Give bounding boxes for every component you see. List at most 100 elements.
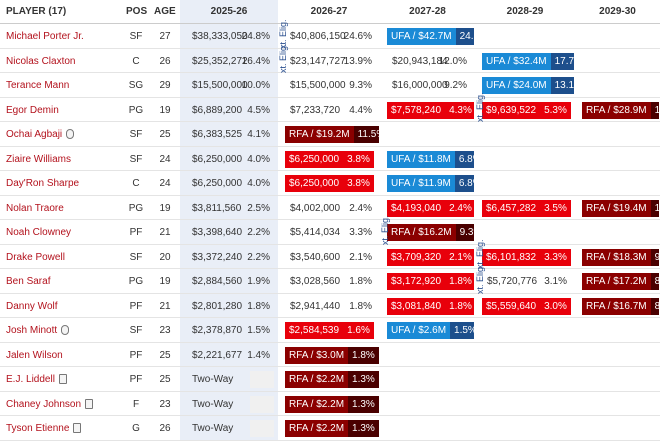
position: SF (129, 251, 143, 263)
salary: $16,000,000 (392, 80, 448, 91)
contract-cell: $3,172,920 1.8% (387, 273, 474, 291)
salary: $7,233,720 (290, 104, 341, 116)
tag-text: UFA / $11.9M (391, 178, 451, 189)
cap-pct: 16.4% (241, 55, 270, 67)
contract-cell: RFA / $2.2M 1.3% (285, 395, 379, 414)
ext-elig: xt. Elig. (380, 214, 390, 245)
age: 29 (159, 80, 171, 91)
salary: $3,540,600 (290, 251, 341, 263)
header-season: 2027-28 (409, 6, 446, 17)
tag-pct: 17.7% (550, 52, 574, 70)
cap-pct: 1.4% (247, 349, 270, 361)
tag-pct: 1.3% (348, 371, 379, 388)
player-name: Jalen Wilson (6, 349, 63, 361)
header-season: 2025-26 (210, 6, 248, 17)
cap-pct: 13.9% (343, 55, 372, 67)
contract-cell: RFA / $3.0M 1.8% (285, 346, 379, 365)
cap-pct: 3.1% (544, 276, 567, 287)
salary: $6,383,525 (192, 129, 243, 140)
contract-tag: $3,709,320 2.1% (387, 248, 474, 266)
tag-text: RFA / $19.2M (289, 129, 350, 140)
player-name: Noah Clowney (6, 227, 72, 238)
salary: $2,884,560 (192, 276, 243, 287)
contract-tag: RFA / $18.3M9.5% (582, 248, 659, 266)
contract-cell: $2,584,539 1.6% (285, 322, 379, 340)
tag-text: $6,250,000 (289, 153, 340, 165)
row-line (0, 439, 660, 441)
tag-text: RFA / $19.4M (586, 202, 647, 214)
salary: $40,806,150 (290, 31, 346, 42)
tag-pct: 6.8% (454, 150, 474, 168)
salary: $3,398,640 (192, 227, 243, 238)
contract-cell: UFA / $2.6M1.5% (387, 322, 474, 340)
header-season: 2026-27 (310, 6, 348, 17)
player-icon (58, 374, 67, 384)
contract-cell: $3,709,320 2.1% (387, 248, 474, 267)
tag-pct: 8.9% (650, 273, 659, 290)
position: SF (129, 153, 143, 165)
tag-pct: 11.5% (353, 126, 379, 143)
season-highlight (180, 0, 278, 441)
tag-text: RFA / $18.3M (586, 251, 647, 263)
header-player: PLAYER (17) (6, 6, 67, 17)
contract-tag: $3,172,920 1.8% (387, 273, 474, 290)
player-icon (66, 129, 75, 139)
cap-pct: 4.1% (247, 129, 270, 140)
header-rule (0, 23, 660, 24)
position: PF (129, 374, 143, 385)
two-way-box (250, 420, 274, 437)
position: PG (128, 202, 144, 214)
player-name: Ben Saraf (6, 276, 51, 287)
tag-pct: 13.1% (550, 77, 574, 94)
row-line (0, 317, 660, 318)
contract-cell: $3,081,840 1.8% (387, 297, 474, 316)
tag-pct: 3.3% (540, 248, 571, 266)
player-name: Egor Demin (6, 104, 59, 116)
player-name: Nolan Traore (6, 202, 64, 214)
age: 19 (159, 104, 171, 116)
row-line (0, 170, 660, 171)
salary: $3,028,560 (290, 276, 341, 287)
age: 25 (159, 374, 171, 385)
two-way-box (250, 395, 274, 413)
ext-elig: xt. Elig. (475, 92, 485, 122)
contract-tag: $7,578,240 4.3% (387, 101, 474, 119)
age: 26 (159, 55, 171, 67)
contract-tag: $2,584,539 1.6% (285, 322, 374, 339)
tag-pct: 1.8% (348, 346, 379, 364)
position: SF (129, 325, 143, 336)
cap-pct: 4.5% (247, 104, 270, 116)
position: PF (129, 227, 143, 238)
player-name: E.J. Liddell (6, 374, 55, 385)
cap-pct: 9.2% (444, 80, 467, 91)
tag-pct: 4.3% (445, 101, 474, 119)
position: SF (129, 31, 143, 42)
player-name: Day'Ron Sharpe (6, 178, 80, 189)
age: 20 (159, 251, 171, 263)
tag-text: $2,584,539 (289, 325, 340, 336)
position: F (132, 398, 140, 410)
salary: $5,414,034 (290, 227, 341, 238)
row-line (0, 341, 660, 343)
salary: $5,720,776 (487, 276, 538, 287)
age: 26 (159, 423, 171, 434)
contract-tag: $6,250,000 3.8% (285, 175, 374, 192)
row-line (0, 145, 660, 147)
cap-pct: 1.8% (247, 300, 270, 312)
player-name: Chaney Johnson (6, 398, 82, 410)
header-pos: POS (126, 6, 148, 17)
contract-tag: $6,457,282 3.5% (482, 199, 571, 217)
contract-cell: RFA / $18.3M9.5% (582, 248, 659, 267)
player-name: Drake Powell (6, 251, 65, 263)
salary: $25,352,272 (192, 55, 248, 67)
contract-tag: $6,250,000 3.8% (285, 150, 374, 168)
tag-text: $6,457,282 (486, 202, 537, 214)
position: PF (129, 300, 143, 312)
tag-text: UFA / $42.7M (391, 31, 452, 42)
contract-cell: UFA / $11.9M6.8% (387, 175, 474, 193)
player-icon (61, 325, 70, 335)
